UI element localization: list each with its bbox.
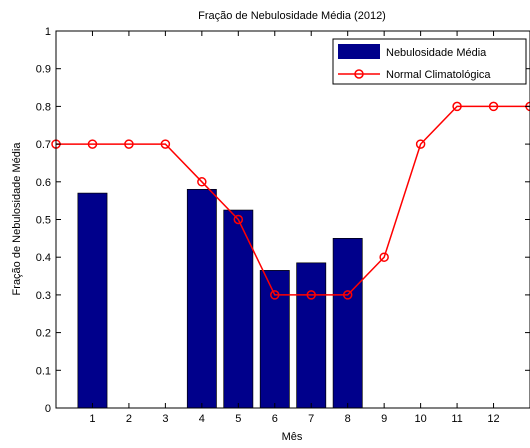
bar (332, 238, 363, 409)
line-point (488, 101, 499, 112)
x-tick-label: 2 (126, 413, 132, 425)
x-tick-label: 10 (414, 413, 426, 425)
x-tick-label: 9 (381, 413, 387, 425)
y-tick-label: 0.1 (36, 365, 51, 377)
y-tick-label: 0.6 (36, 177, 51, 189)
bar (223, 209, 254, 409)
axes-group: 1 2 3 4 5 6 7 8 9 10 11 1200.10.20.30.40.50.60.70.8… (36, 26, 530, 425)
y-tick-label: 1 (45, 26, 51, 38)
line-group (51, 101, 530, 300)
x-tick-label: 11 (451, 413, 462, 425)
bars-group (77, 188, 363, 409)
y-tick-label: 0 (45, 403, 51, 415)
y-tick-label: 0.2 (36, 328, 51, 340)
line-point (160, 139, 171, 149)
y-tick-label: 0.3 (36, 290, 51, 302)
line-point (342, 290, 353, 300)
legend-label-line: Normal Climatológica (386, 69, 491, 81)
x-tick-label: 8 (345, 413, 351, 425)
line-point (452, 101, 462, 112)
x-axis-title: Mês (282, 431, 303, 443)
x-tick-label: 1 (89, 413, 95, 425)
y-tick-label: 0.9 (36, 64, 51, 76)
y-tick-label: 0.4 (36, 252, 51, 264)
x-tick-label: 12 (487, 413, 499, 425)
x-tick-label: 3 (162, 413, 168, 425)
legend-swatch-bar (338, 44, 380, 59)
line-series (56, 105, 530, 296)
legend-swatch-marker (354, 69, 364, 79)
line-point (306, 290, 316, 300)
line-point (270, 290, 280, 300)
legend-label-bar: Nebulosidade Média (386, 47, 487, 59)
line-point (124, 139, 134, 149)
plot-area (56, 31, 530, 408)
x-tick-label: 5 (235, 413, 241, 425)
line-point (415, 139, 426, 149)
chart-title: Fração de Nebulosidade Média (2012) (198, 10, 386, 22)
bar (186, 188, 217, 409)
x-tick-label: 4 (199, 413, 205, 425)
x-tick-label: 6 (272, 413, 278, 425)
y-tick-label: 0.5 (36, 215, 51, 227)
y-tick-label: 0.8 (36, 101, 51, 113)
bar (77, 192, 108, 409)
line-point (379, 252, 389, 262)
line-point (233, 214, 244, 225)
line-point (197, 177, 207, 187)
line-point (87, 139, 98, 149)
legend: Nebulosidade Média Normal Climatológica (332, 38, 527, 85)
y-axis-title: Fração de Nebulosidade Média (11, 142, 23, 296)
y-tick-label: 0.7 (36, 139, 51, 151)
bar (296, 262, 327, 409)
x-tick-label: 7 (308, 413, 314, 425)
